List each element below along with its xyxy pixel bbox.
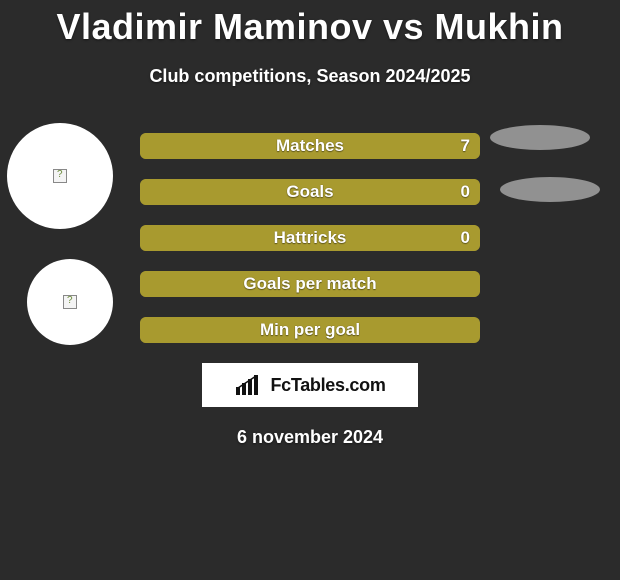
stat-row: Goals per match	[140, 271, 480, 297]
broken-image-icon	[53, 169, 67, 183]
page-title: Vladimir Maminov vs Mukhin	[0, 0, 620, 48]
stat-ellipse-1	[490, 125, 590, 150]
stat-bar: Min per goal	[140, 317, 480, 343]
logo-text: FcTables.com	[270, 375, 385, 396]
stat-row: Min per goal	[140, 317, 480, 343]
stat-value: 0	[461, 182, 470, 202]
stat-label: Goals	[286, 182, 333, 202]
stat-bar: Goals 0	[140, 179, 480, 205]
stat-value: 0	[461, 228, 470, 248]
stat-bar: Hattricks 0	[140, 225, 480, 251]
stat-bar: Goals per match	[140, 271, 480, 297]
stat-label: Matches	[276, 136, 344, 156]
fctables-logo: FcTables.com	[202, 363, 418, 407]
stat-label: Hattricks	[274, 228, 347, 248]
stat-value: 7	[461, 136, 470, 156]
stat-row: Hattricks 0	[140, 225, 480, 251]
broken-image-icon	[63, 295, 77, 309]
chart-icon	[234, 373, 264, 397]
player-avatar-2	[27, 259, 113, 345]
stat-row: Goals 0	[140, 179, 480, 205]
stat-ellipse-2	[500, 177, 600, 202]
stat-bar: Matches 7	[140, 133, 480, 159]
subtitle: Club competitions, Season 2024/2025	[0, 66, 620, 87]
date-text: 6 november 2024	[0, 427, 620, 448]
stat-row: Matches 7	[140, 133, 480, 159]
stats-bars: Matches 7 Goals 0 Hattricks 0 Goals per match M…	[140, 133, 480, 343]
stat-label: Min per goal	[260, 320, 360, 340]
stat-label: Goals per match	[243, 274, 376, 294]
player-avatar-1	[7, 123, 113, 229]
